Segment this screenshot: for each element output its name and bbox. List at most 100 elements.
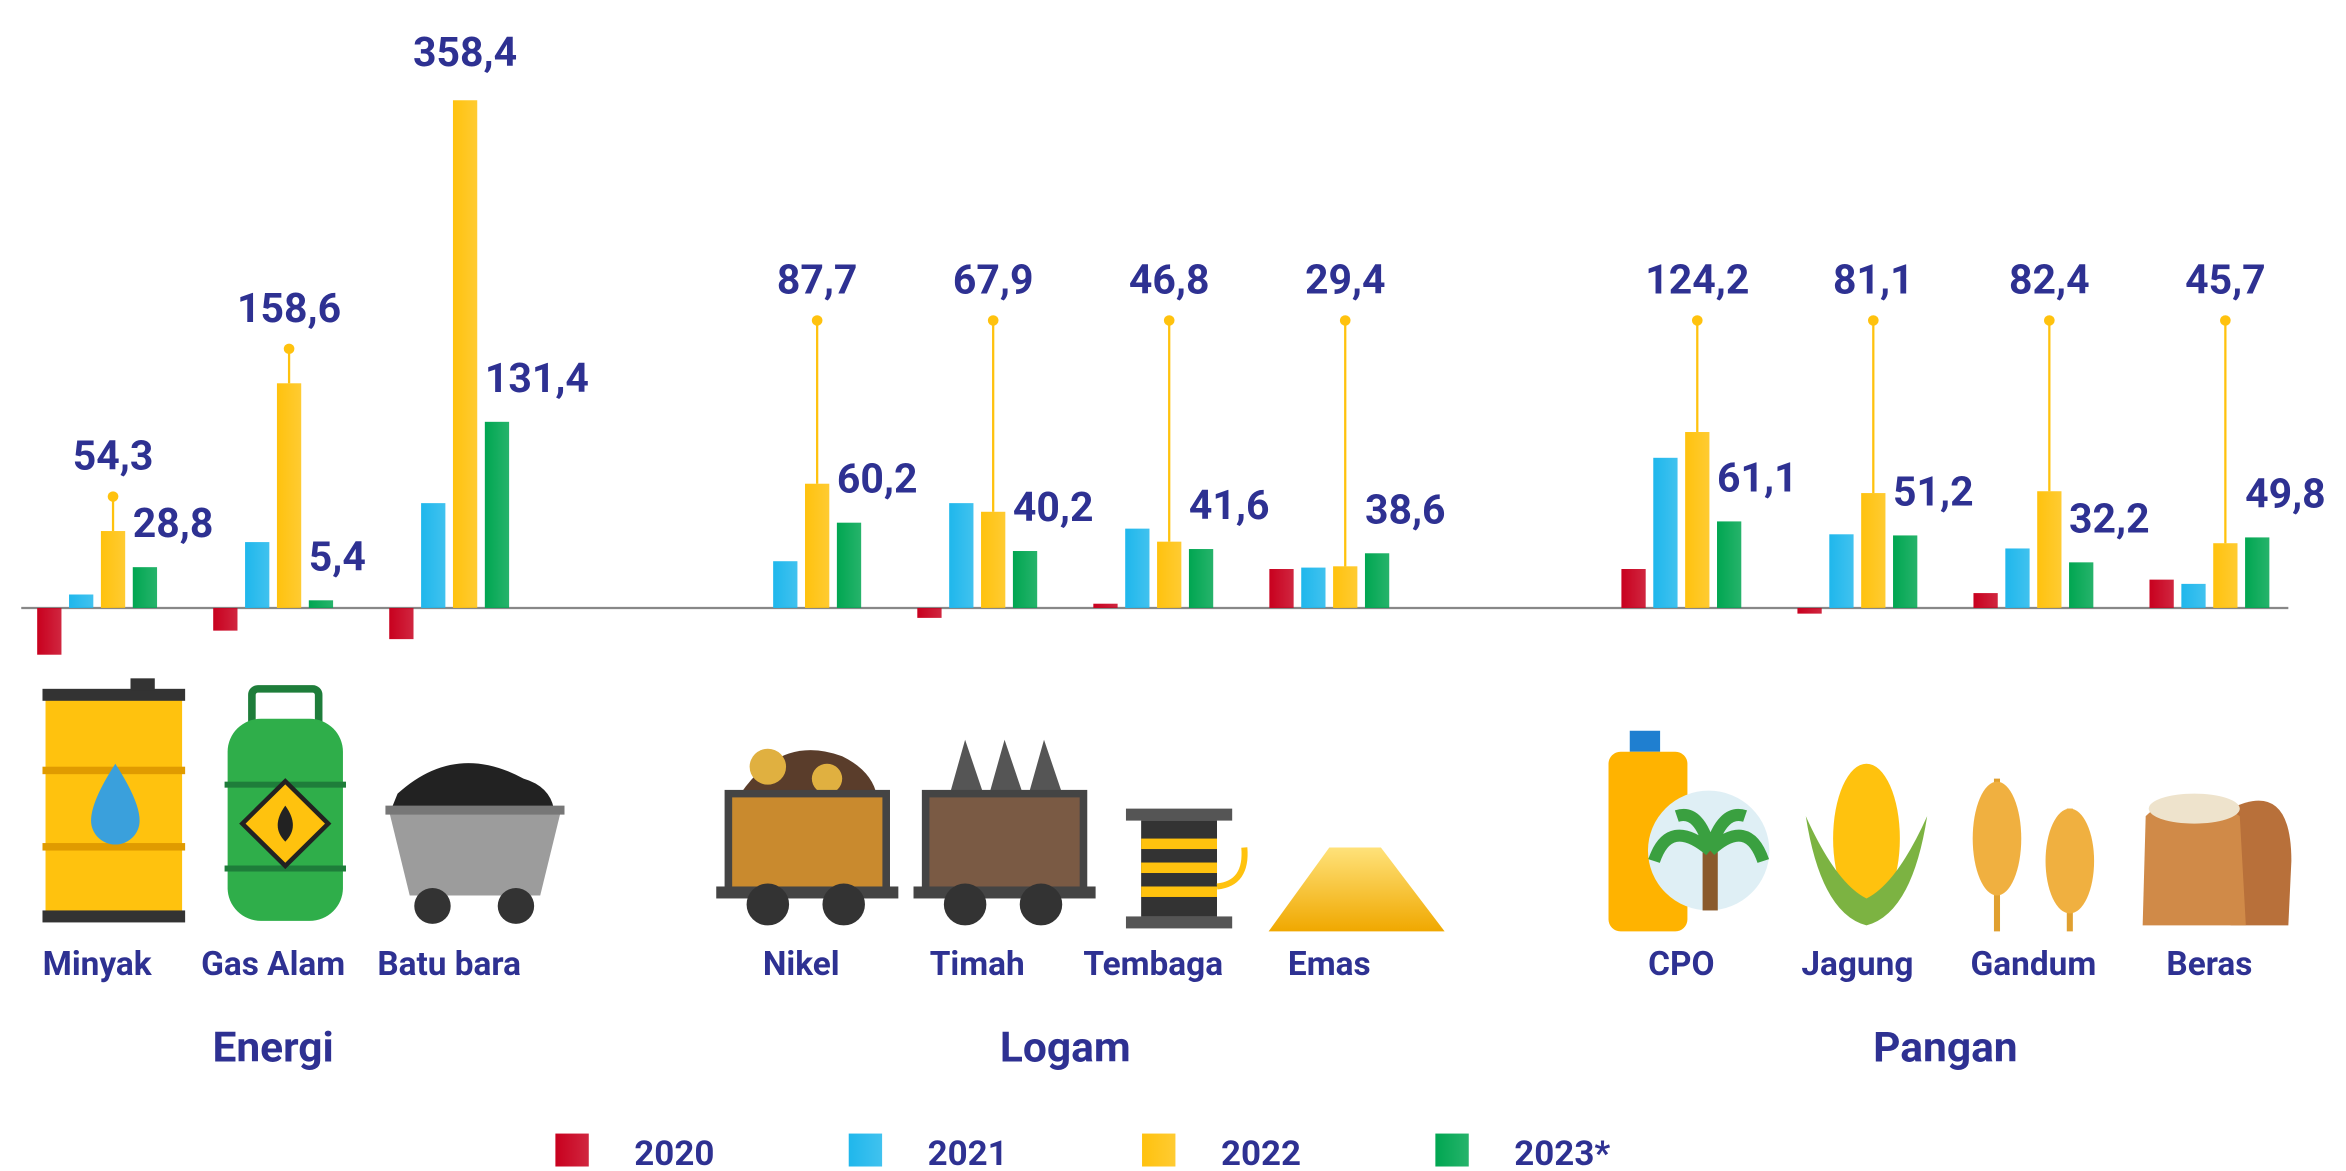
value-label: 49,8	[2245, 470, 2326, 518]
bar	[1188, 549, 1214, 608]
bar	[1685, 432, 1710, 608]
legend-label: 2022	[1221, 1134, 1301, 1171]
bar	[2069, 562, 2094, 608]
nickel-cart-icon	[716, 748, 899, 926]
leader-dot	[1163, 315, 1175, 326]
bar	[452, 100, 478, 608]
category-label: Timah	[930, 945, 1025, 984]
group-label: Logam	[1000, 1024, 1131, 1073]
coal-cart-icon	[385, 763, 565, 924]
value-label: 54,3	[73, 432, 154, 480]
bar	[100, 531, 126, 608]
category-label: Minyak	[43, 945, 153, 984]
bar	[1893, 535, 1918, 608]
bar	[2181, 583, 2206, 608]
bar	[132, 567, 158, 608]
leader-dot	[2044, 315, 2055, 326]
bar	[981, 511, 1006, 608]
copper-spool-icon	[1125, 808, 1248, 929]
rice-sack-icon	[2142, 793, 2292, 926]
value-label: 45,7	[2185, 256, 2266, 304]
bar	[484, 421, 510, 608]
bar	[1653, 457, 1678, 608]
bar	[2149, 579, 2174, 608]
bar	[37, 607, 62, 655]
category-label: Tembaga	[1083, 945, 1223, 984]
value-label: 87,7	[777, 256, 858, 304]
cpo-icon	[1608, 730, 1770, 932]
value-label: 158,6	[237, 284, 341, 332]
category-label: Emas	[1288, 945, 1371, 984]
bar	[1157, 541, 1182, 608]
value-label: 131,4	[485, 354, 589, 402]
leader-dot	[1339, 315, 1351, 326]
bar	[1364, 553, 1390, 608]
value-label: 32,2	[2069, 495, 2150, 543]
category-label: Jagung	[1801, 945, 1913, 984]
legend-swatch	[555, 1133, 589, 1167]
bar	[1012, 551, 1038, 608]
wheat-icon	[1972, 778, 2095, 932]
leader-dot	[1691, 315, 1703, 326]
bar	[213, 607, 238, 631]
bar	[245, 542, 270, 608]
leader-dot	[283, 343, 295, 355]
bar	[1861, 493, 1886, 608]
bar	[1093, 603, 1118, 608]
group-label: Energi	[212, 1024, 333, 1073]
bar	[421, 503, 446, 608]
value-label: 28,8	[133, 499, 214, 547]
bar	[1797, 607, 1822, 614]
value-label: 358,4	[413, 28, 517, 76]
bar	[836, 522, 862, 608]
bar	[2245, 537, 2270, 608]
value-label: 81,1	[1833, 256, 1914, 304]
gold-bars-icon	[1268, 847, 1445, 932]
value-label: 51,2	[1893, 468, 1974, 516]
bar	[917, 607, 942, 618]
value-label: 67,9	[953, 256, 1034, 304]
value-label: 46,8	[1129, 256, 1210, 304]
oil-barrel-icon	[42, 678, 186, 923]
bar	[276, 383, 302, 608]
bar	[1621, 569, 1646, 608]
bar	[2213, 543, 2238, 608]
category-label: Gandum	[1971, 945, 2097, 984]
category-label: Gas Alam	[201, 945, 345, 984]
leader-dot	[811, 315, 823, 326]
value-label: 61,1	[1717, 454, 1798, 502]
legend-label: 2020	[634, 1134, 714, 1171]
gas-cylinder-icon	[224, 685, 346, 921]
bar	[1829, 534, 1854, 608]
value-label: 5,4	[309, 533, 366, 581]
value-label: 82,4	[2009, 256, 2090, 304]
leader-dot	[107, 491, 119, 502]
leader-dot	[987, 315, 999, 326]
legend-label: 2021	[928, 1134, 1008, 1171]
category-label: Nikel	[763, 945, 840, 984]
group-label: Pangan	[1873, 1024, 2017, 1073]
icons	[42, 678, 2292, 932]
legend-swatch	[848, 1133, 883, 1167]
bar	[773, 561, 798, 608]
legend-label: 2023*	[1514, 1134, 1610, 1171]
bar	[1125, 528, 1150, 608]
bar	[1333, 566, 1358, 608]
bar	[308, 600, 334, 608]
bar	[805, 483, 830, 608]
leader-dot	[1867, 315, 1879, 326]
value-label: 124,2	[1645, 256, 1749, 304]
bar	[1301, 567, 1326, 608]
leader-dot	[2220, 315, 2231, 326]
value-label: 29,4	[1305, 256, 1386, 304]
value-label: 60,2	[837, 455, 918, 503]
value-label: 41,6	[1189, 481, 1270, 529]
value-label: 38,6	[1365, 486, 1446, 534]
bar	[2005, 548, 2030, 608]
bar	[69, 594, 94, 608]
category-label: Beras	[2166, 945, 2252, 984]
legend-swatch	[1142, 1133, 1176, 1167]
bar	[1973, 593, 1998, 608]
tin-cart-icon	[913, 739, 1096, 926]
